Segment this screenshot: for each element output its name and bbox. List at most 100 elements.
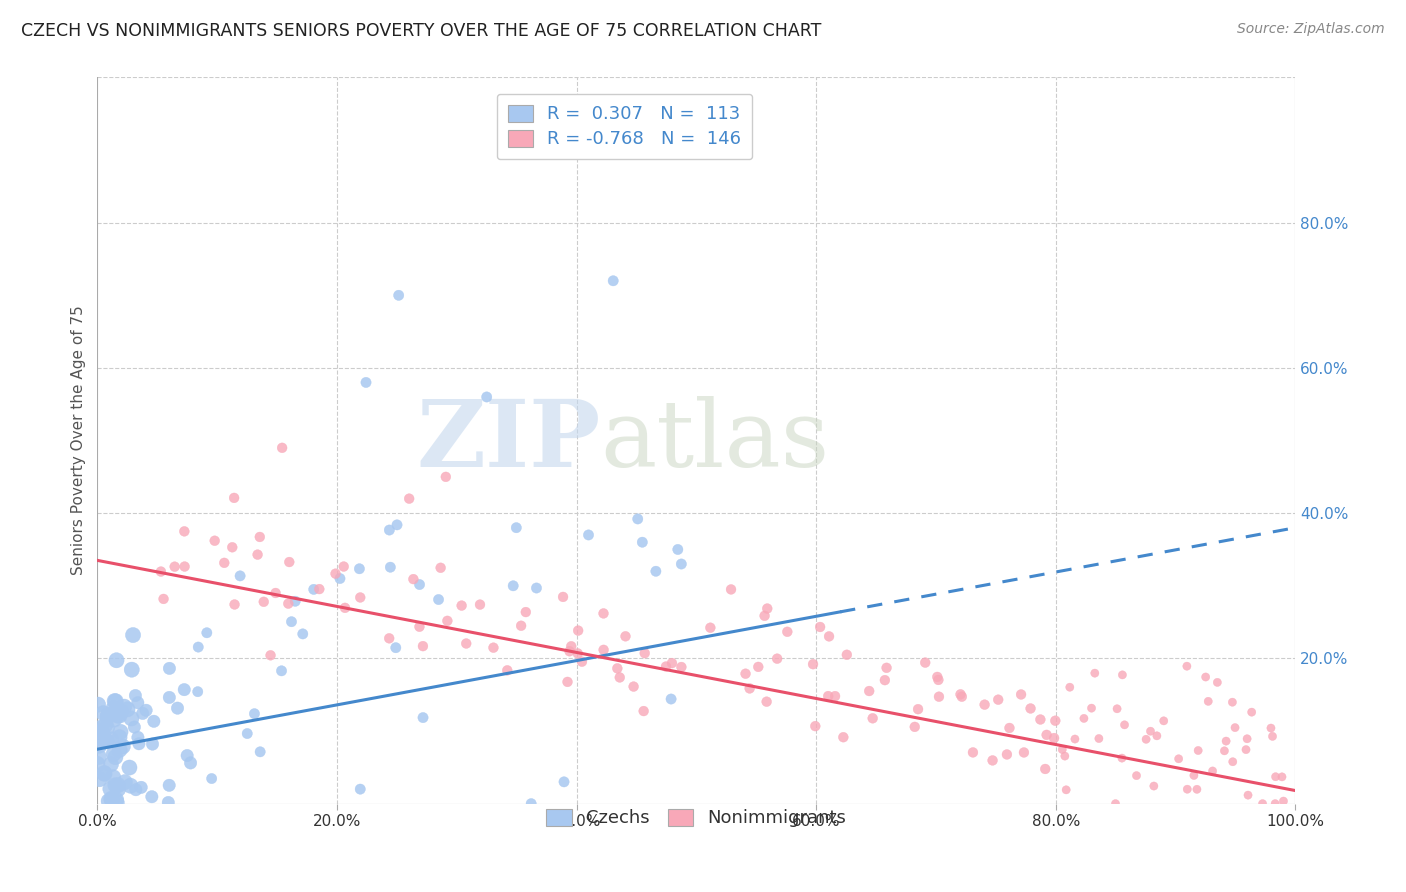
Point [609,670,631,684]
Point [380,560,402,574]
Point [567,647,589,661]
Point [412,710,434,724]
Point [1234,742,1257,756]
Point [571,655,593,669]
Point [97,709,120,723]
Point [105,653,128,667]
Point [129,780,152,795]
Point [104,750,127,764]
Point [1010,688,1032,702]
Point [756,601,779,615]
Point [149,565,172,579]
Point [526,581,548,595]
Point [808,620,831,634]
Point [214,556,236,570]
Point [699,621,721,635]
Point [1033,762,1056,776]
Point [876,661,898,675]
Text: Source: ZipAtlas.com: Source: ZipAtlas.com [1237,22,1385,37]
Point [801,657,824,672]
Point [1197,694,1219,708]
Point [325,566,347,581]
Point [103,747,125,761]
Point [754,608,776,623]
Point [333,600,356,615]
Point [94,734,117,748]
Point [995,747,1018,762]
Point [107,782,129,797]
Point [173,682,195,697]
Point [124,689,146,703]
Point [1237,788,1260,802]
Point [173,559,195,574]
Point [496,663,519,677]
Point [264,586,287,600]
Point [131,706,153,721]
Point [558,644,581,658]
Point [246,548,269,562]
Point [655,659,678,673]
Point [567,624,589,638]
Point [818,629,841,643]
Point [204,533,226,548]
Text: atlas: atlas [600,395,830,485]
Point [824,689,846,703]
Point [482,640,505,655]
Point [229,569,252,583]
Point [112,699,135,714]
Point [1271,770,1294,784]
Point [221,541,243,555]
Point [557,674,579,689]
Point [1175,782,1198,797]
Point [475,390,498,404]
Point [1195,670,1218,684]
Point [141,737,163,751]
Point [122,628,145,642]
Point [927,670,949,684]
Point [962,746,984,760]
Point [378,632,401,646]
Point [1260,721,1282,735]
Point [738,681,761,696]
Point [949,687,972,701]
Point [86,756,108,771]
Point [308,582,330,596]
Point [117,702,139,716]
Point [104,706,127,720]
Point [634,646,657,660]
Point [1251,797,1274,811]
Point [666,542,689,557]
Point [1064,732,1087,747]
Point [1043,731,1066,745]
Point [100,757,122,772]
Point [1111,751,1133,765]
Point [97,794,120,808]
Point [278,555,301,569]
Point [602,274,624,288]
Point [354,376,377,390]
Point [755,695,778,709]
Point [152,591,174,606]
Point [614,629,637,643]
Point [1080,701,1102,715]
Point [1104,797,1126,811]
Point [224,491,246,505]
Point [259,648,281,663]
Point [159,661,181,675]
Point [110,705,132,719]
Point [96,710,118,724]
Point [108,743,131,757]
Point [1185,782,1208,797]
Point [187,684,209,698]
Point [973,698,995,712]
Point [111,739,134,754]
Point [114,775,136,789]
Point [450,599,472,613]
Point [560,640,582,654]
Point [1139,724,1161,739]
Point [1012,746,1035,760]
Point [176,748,198,763]
Point [998,721,1021,735]
Point [100,782,122,797]
Point [141,789,163,804]
